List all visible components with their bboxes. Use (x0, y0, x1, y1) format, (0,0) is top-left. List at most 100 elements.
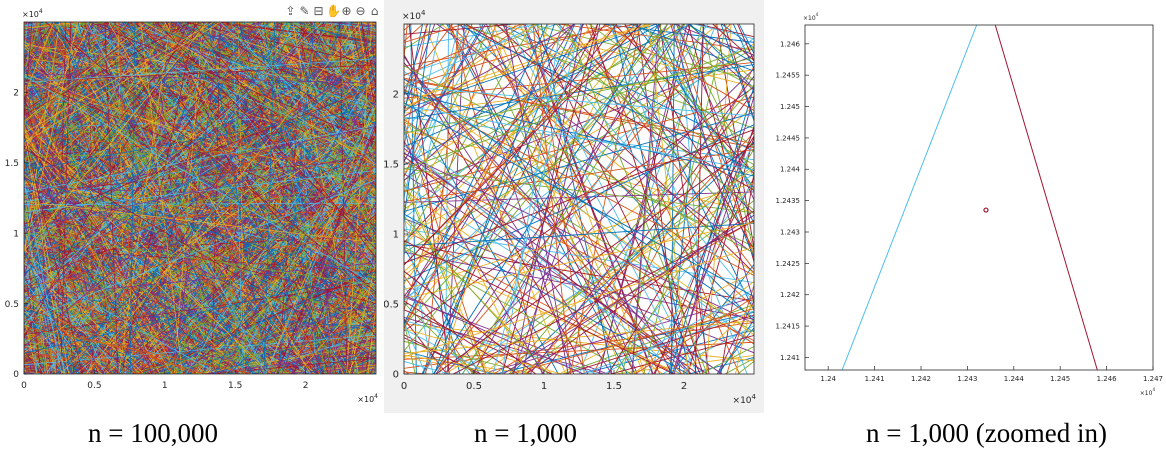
x-tick-label: 2 (303, 381, 309, 391)
y-tick-label: 1.246 (780, 40, 801, 48)
series-line (107, 22, 376, 109)
series-line (51, 22, 254, 374)
series-line (24, 166, 187, 374)
series-line (24, 137, 272, 374)
series-line (404, 24, 424, 42)
series-line (492, 219, 754, 374)
y-exponent-label: ×104 (803, 12, 819, 22)
series-line (404, 55, 754, 193)
zoom-out-icon[interactable]: ⊖ (355, 4, 366, 18)
x-tick-label: 1 (541, 381, 547, 392)
series-line (687, 24, 754, 264)
series-line (140, 22, 183, 374)
series-line (219, 22, 376, 165)
series-line (470, 24, 636, 374)
series-line (24, 64, 283, 374)
series-line (24, 176, 376, 362)
x-exponent-label-base: ×10 (357, 395, 374, 404)
series-line (24, 179, 376, 341)
series-line (24, 271, 376, 354)
sparse-lines (404, 24, 754, 374)
series-line (176, 22, 376, 293)
series-line (456, 24, 754, 172)
series-line (638, 24, 754, 193)
series-line (349, 373, 378, 392)
series-line (404, 357, 505, 374)
series-line (133, 310, 376, 374)
y-tick-label: 1.2455 (776, 72, 801, 80)
series-line (207, 22, 376, 72)
series-line (24, 22, 86, 29)
series-line (404, 24, 520, 35)
series-line (507, 24, 689, 374)
series-line (659, 24, 710, 374)
series-line (529, 24, 754, 81)
series-line (24, 22, 120, 29)
series-line (404, 24, 416, 25)
series-line (404, 24, 575, 302)
series-line (283, 22, 376, 215)
series-line (513, 24, 584, 374)
series-line (133, 22, 376, 190)
series-line (139, 22, 376, 299)
series-line (404, 24, 442, 201)
series-line (351, 22, 376, 61)
series-line (24, 190, 47, 374)
home-icon[interactable]: ⌂ (370, 4, 379, 18)
series-line (633, 24, 754, 88)
series-line (404, 24, 436, 112)
series-line (134, 22, 376, 243)
export-icon[interactable]: ⇪ (285, 4, 296, 18)
series-line (24, 312, 81, 374)
data-tips-icon[interactable]: ⊟ (313, 4, 324, 18)
series-line (404, 309, 554, 374)
x-exponent-label-power: 4 (374, 393, 378, 400)
series-line (165, 67, 376, 374)
x-tick-label: 1.241 (865, 375, 885, 383)
series-line (24, 45, 376, 348)
series-line (24, 75, 376, 286)
series-line (404, 116, 754, 161)
series-line (322, 22, 376, 70)
series-line (404, 319, 416, 374)
y-tick-label: 1.5 (384, 160, 399, 171)
series-line (673, 94, 754, 374)
series-line (24, 22, 91, 119)
series-line (404, 243, 754, 302)
y-tick-label: 1.242 (780, 291, 800, 299)
series-line (672, 24, 754, 56)
x-exponent-label-base: ×10 (1140, 390, 1153, 397)
series-line (450, 24, 543, 374)
series-line (434, 24, 555, 374)
chart-dense-svg: 0 0.5 1 1.5 200.511.52×104×104 (5, 8, 378, 404)
brush-icon[interactable]: ✎ (299, 4, 310, 18)
series-line (534, 24, 754, 211)
series-line (155, 22, 376, 250)
series-line (257, 22, 341, 374)
x-exponent-label: ×104 (1140, 387, 1156, 397)
series-line (24, 22, 35, 125)
series-line (655, 24, 754, 259)
series-line (201, 53, 376, 374)
chart-panel-sparse: 0 0.5 1 1.5 2 0 0.5 1 1.5 2 ×104 ×104 (384, 0, 764, 413)
series-line (24, 22, 67, 170)
pan-icon[interactable]: ✋ (326, 4, 341, 18)
series-line (24, 232, 376, 287)
series-line (263, 22, 276, 374)
series-line (331, 22, 376, 263)
zoom-in-icon[interactable]: ⊕ (341, 4, 352, 18)
series-line (24, 73, 376, 84)
series-line (283, 22, 376, 44)
series-line (169, 22, 328, 374)
series-line (479, 296, 754, 374)
series-line (404, 152, 754, 324)
axes-toolbar: ⇪ ✎ ⊟ ✋ ⊕ ⊖ ⌂ (284, 4, 381, 22)
series-line (327, 22, 376, 185)
series-line (24, 240, 56, 374)
series-line (24, 22, 26, 34)
series-line (24, 250, 78, 374)
series-line (247, 22, 376, 36)
y-tick-label: 1.241 (780, 354, 800, 362)
series-line (24, 340, 144, 374)
series-line (136, 270, 376, 374)
